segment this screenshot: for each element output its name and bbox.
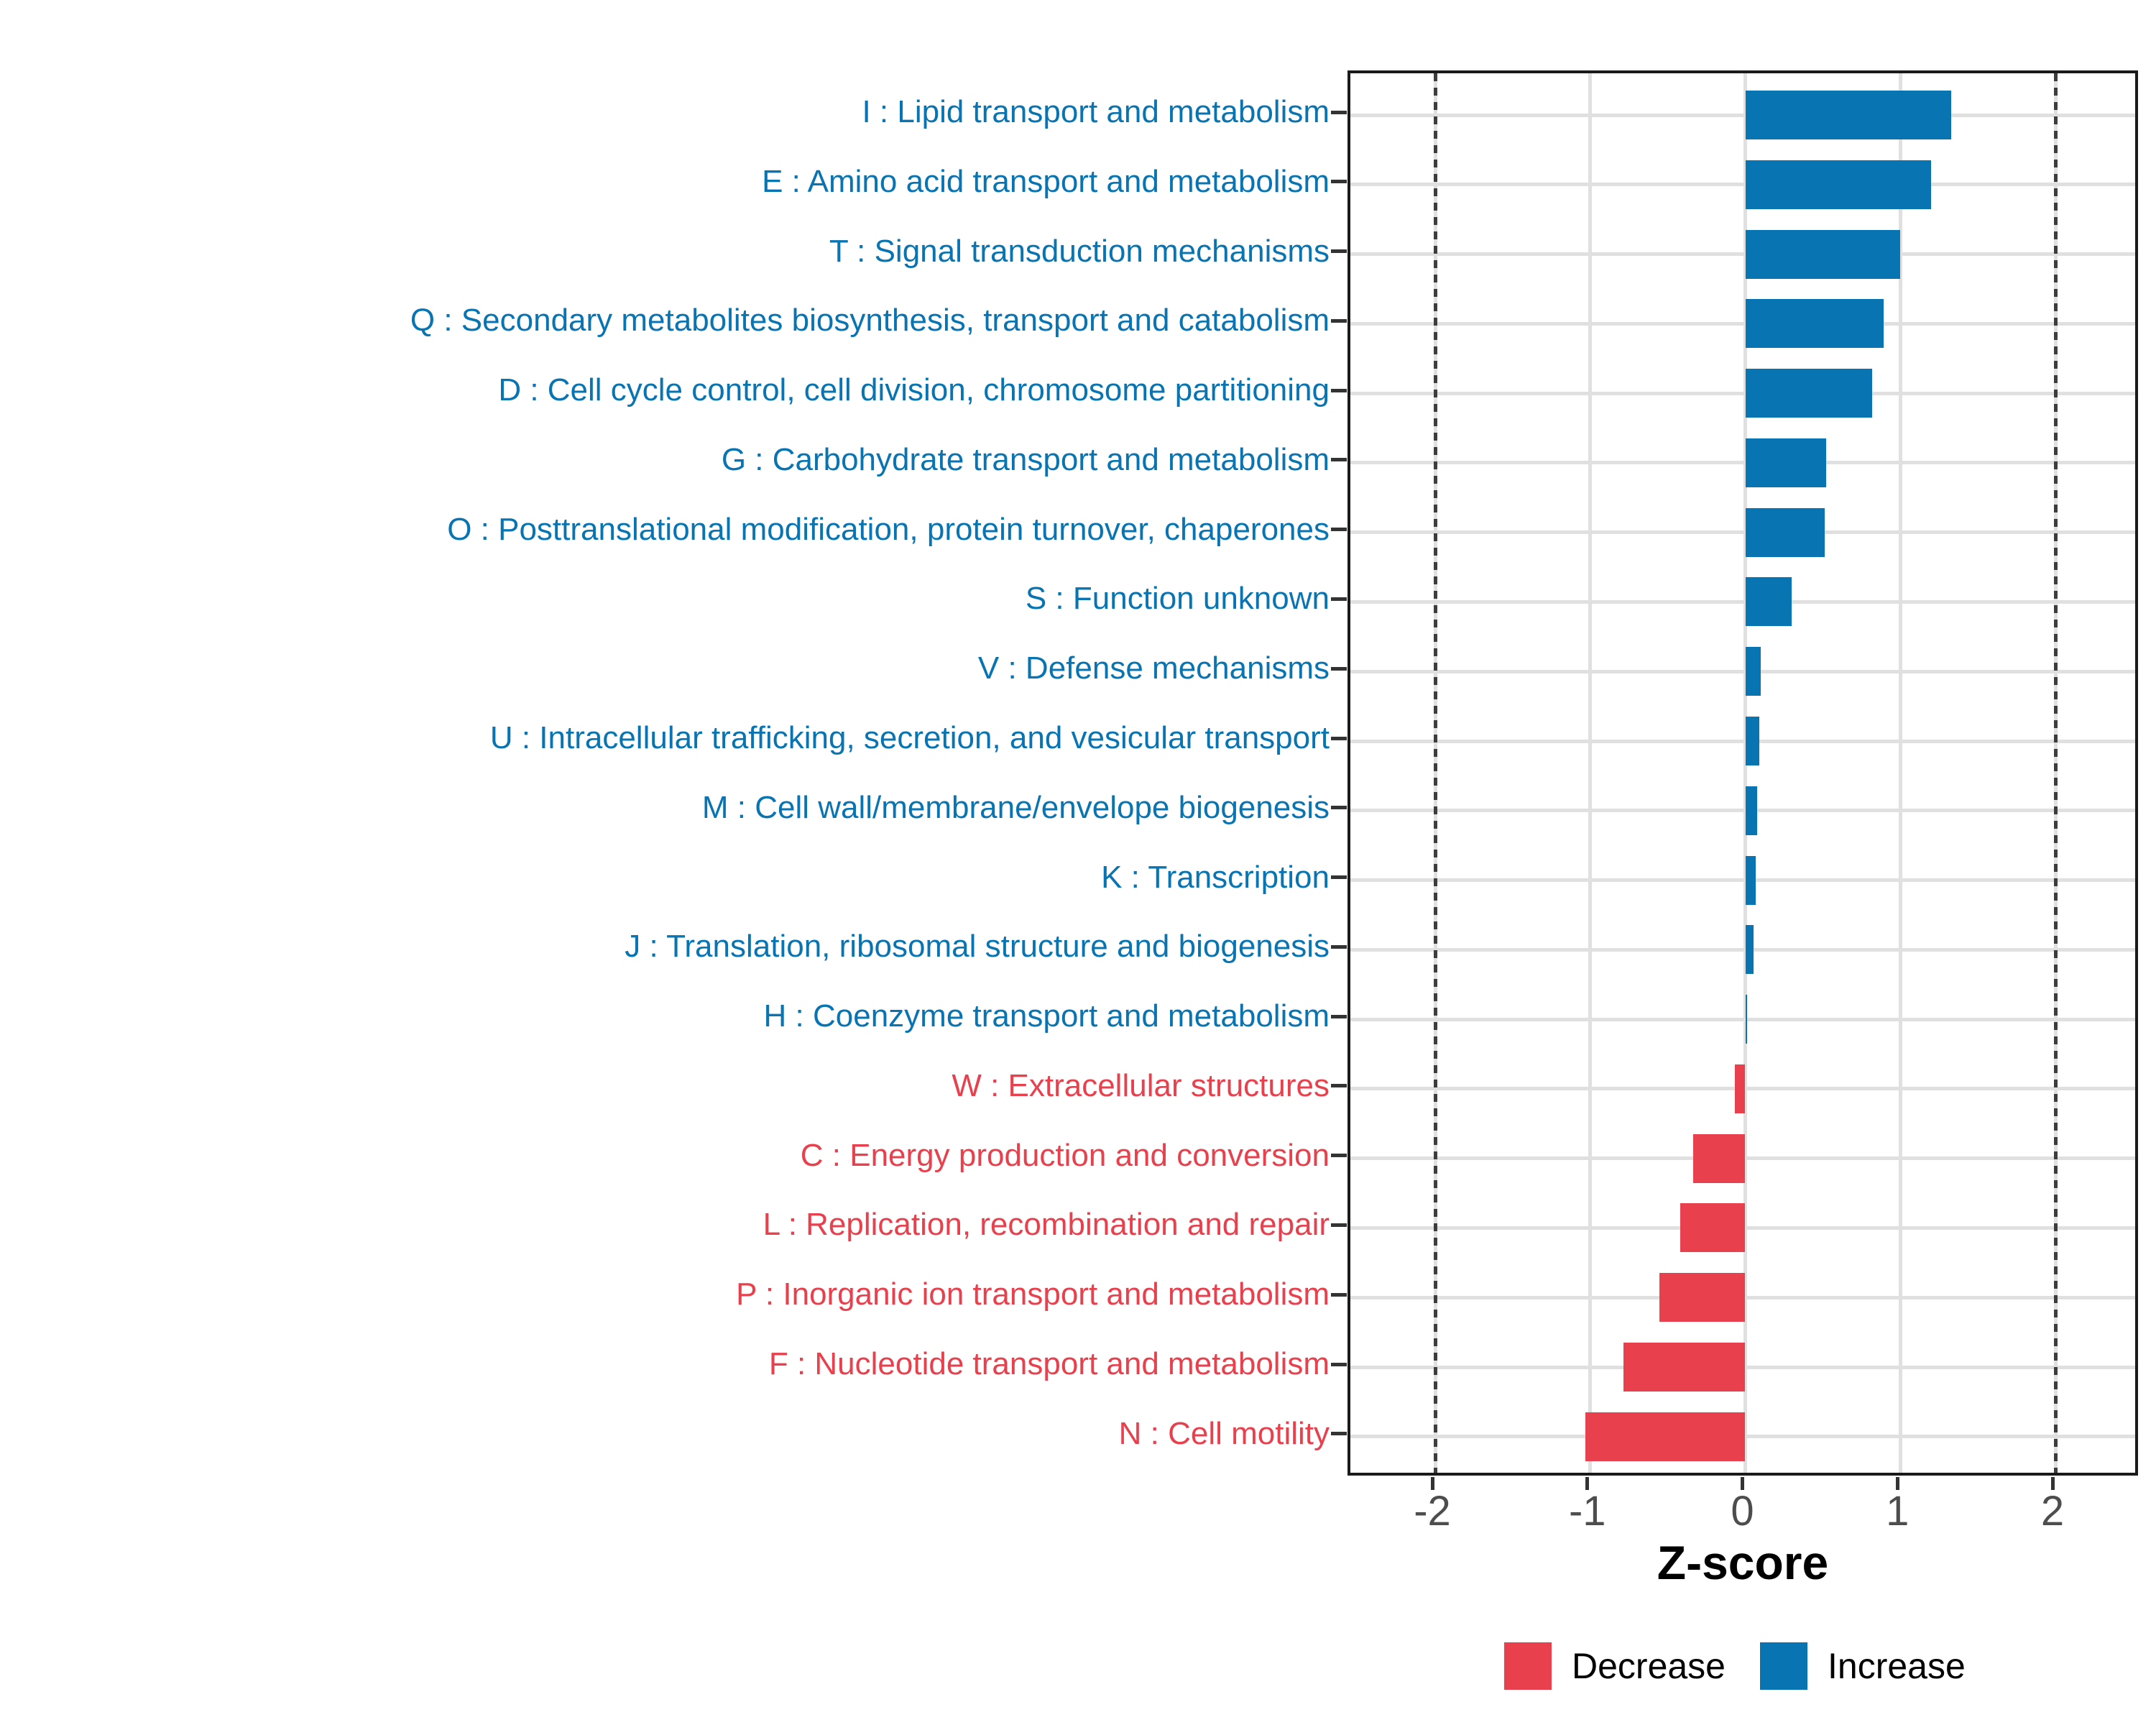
x-axis-tick-label: -1	[1568, 1488, 1606, 1535]
y-axis-tick	[1331, 1292, 1347, 1297]
gridline-vertical	[1588, 73, 1593, 1473]
gridline-horizontal	[1350, 947, 2135, 952]
y-axis-label-W: W : Extracellular structures	[952, 1067, 1330, 1103]
y-axis-tick	[1331, 180, 1347, 184]
y-axis-label-M: M : Cell wall/membrane/envelope biogenes…	[701, 789, 1330, 825]
gridline-horizontal	[1350, 878, 2135, 883]
bar-E	[1745, 160, 1932, 209]
reference-line-neg2	[1433, 73, 1437, 1473]
gridline-horizontal	[1350, 113, 2135, 117]
bar-N	[1585, 1412, 1746, 1461]
y-axis-tick	[1331, 1084, 1347, 1088]
bar-K	[1745, 855, 1756, 905]
x-axis-tick	[2050, 1477, 2055, 1490]
gridline-horizontal	[1350, 530, 2135, 535]
gridline-horizontal	[1350, 739, 2135, 743]
y-axis-tick	[1331, 388, 1347, 392]
y-axis-tick	[1331, 736, 1347, 740]
y-axis-tick	[1331, 110, 1347, 114]
y-axis-label-L: L : Replication, recombination and repai…	[763, 1207, 1330, 1243]
y-axis-tick	[1331, 1154, 1347, 1158]
gridline-horizontal	[1350, 252, 2135, 257]
x-axis-tick-label: 0	[1731, 1488, 1754, 1535]
y-axis-tick	[1331, 944, 1347, 949]
y-axis-tick	[1331, 875, 1347, 880]
y-axis-label-U: U : Intracellular trafficking, secretion…	[489, 720, 1330, 756]
gridline-horizontal	[1350, 809, 2135, 813]
gridline-horizontal	[1350, 599, 2135, 604]
y-axis-tick	[1331, 528, 1347, 532]
y-axis-label-J: J : Translation, ribosomal structure and…	[625, 929, 1330, 965]
gridline-vertical	[1898, 73, 1902, 1473]
legend-key-decrease	[1504, 1642, 1552, 1690]
y-axis-label-Q: Q : Secondary metabolites biosynthesis, …	[410, 303, 1330, 339]
y-axis-tick	[1331, 1014, 1347, 1018]
x-axis-title: Z-score	[1657, 1536, 1829, 1589]
x-axis-tick	[1741, 1477, 1744, 1490]
y-axis-tick	[1331, 666, 1347, 671]
y-axis-label-C: C : Energy production and conversion	[800, 1137, 1330, 1173]
y-axis-label-O: O : Posttranslational modification, prot…	[447, 511, 1330, 547]
y-axis-label-N: N : Cell motility	[1118, 1415, 1330, 1451]
reference-line-pos2	[2053, 73, 2058, 1473]
y-axis-label-P: P : Inorganic ion transport and metaboli…	[736, 1276, 1330, 1312]
bar-I	[1745, 91, 1952, 139]
bar-Q	[1745, 299, 1884, 349]
legend-key-increase	[1760, 1642, 1807, 1690]
bar-H	[1745, 995, 1748, 1044]
legend: Decrease Increase	[1504, 1642, 1966, 1690]
x-axis-tick	[1895, 1477, 1899, 1490]
gridline-horizontal	[1350, 321, 2135, 326]
gridline-horizontal	[1350, 669, 2135, 673]
y-axis-tick	[1331, 318, 1347, 323]
legend-label-increase: Increase	[1828, 1646, 1966, 1686]
bar-L	[1680, 1203, 1746, 1253]
gridline-horizontal	[1350, 183, 2135, 187]
bar-P	[1659, 1273, 1746, 1322]
y-axis-label-G: G : Carbohydrate transport and metabolis…	[721, 441, 1330, 477]
bar-U	[1745, 717, 1759, 766]
bar-M	[1745, 786, 1757, 835]
bar-F	[1623, 1343, 1746, 1392]
y-axis-label-H: H : Coenzyme transport and metabolism	[763, 998, 1330, 1034]
plot-panel	[1348, 70, 2138, 1476]
y-axis-label-T: T : Signal transduction mechanisms	[829, 233, 1330, 269]
y-axis-tick	[1331, 1223, 1347, 1227]
y-axis-label-E: E : Amino acid transport and metabolism	[762, 163, 1330, 199]
bar-J	[1745, 925, 1754, 975]
legend-label-decrease: Decrease	[1572, 1646, 1726, 1686]
x-axis-tick	[1585, 1477, 1590, 1490]
y-axis-label-F: F : Nucleotide transport and metabolism	[768, 1346, 1330, 1382]
gridline-horizontal	[1350, 1017, 2135, 1021]
y-axis-tick	[1331, 458, 1347, 462]
gridline-vertical	[1743, 73, 1747, 1473]
y-axis-label-K: K : Transcription	[1101, 859, 1330, 895]
bar-S	[1745, 577, 1792, 627]
gridline-horizontal	[1350, 461, 2135, 465]
y-axis-label-V: V : Defense mechanisms	[977, 650, 1330, 686]
y-axis-label-S: S : Function unknown	[1025, 581, 1330, 617]
x-axis-tick	[1430, 1477, 1434, 1490]
y-axis-tick	[1331, 806, 1347, 810]
gridline-horizontal	[1350, 391, 2135, 395]
x-axis-tick-label: 2	[2040, 1488, 2065, 1535]
y-axis-label-I: I : Lipid transport and metabolism	[862, 94, 1330, 129]
bar-V	[1745, 647, 1761, 696]
y-axis-tick	[1331, 249, 1347, 254]
bar-T	[1745, 229, 1901, 279]
y-axis-tick	[1331, 597, 1347, 601]
bar-G	[1745, 438, 1826, 487]
bar-C	[1693, 1133, 1746, 1183]
y-axis-label-D: D : Cell cycle control, cell division, c…	[498, 372, 1330, 408]
y-axis-tick	[1331, 1362, 1347, 1366]
bar-W	[1735, 1064, 1746, 1113]
x-axis-tick-label: 1	[1886, 1488, 1909, 1535]
bar-D	[1745, 369, 1873, 418]
y-axis-tick	[1331, 1432, 1347, 1436]
x-axis-tick-label: -2	[1414, 1488, 1451, 1535]
bar-O	[1745, 507, 1825, 557]
